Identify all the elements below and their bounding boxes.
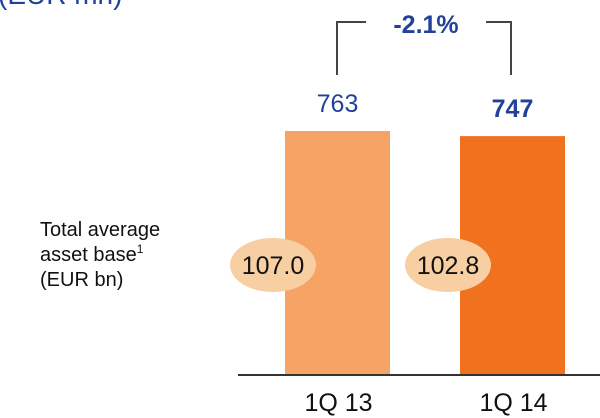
asset-base-ellipse-0	[230, 238, 316, 292]
asset-base-ellipse-1	[405, 238, 491, 292]
category-label-0: 1Q 13	[304, 389, 372, 417]
asset-base-label-line2: asset base	[40, 244, 137, 266]
asset-base-label-line1: Total average	[40, 219, 161, 241]
header-fragment: (EUR mn)	[0, 0, 122, 10]
labels: 763 107.0 1Q 13 747 102.8 1Q 14	[242, 90, 548, 417]
footnote-mark: 1	[136, 242, 144, 256]
value-label-0: 763	[317, 90, 359, 118]
category-label-1: 1Q 14	[479, 389, 547, 417]
bracket-right	[486, 21, 512, 75]
bracket-left	[336, 21, 366, 75]
asset-base-value-0: 107.0	[242, 252, 305, 280]
value-label-1: 747	[492, 95, 534, 123]
asset-base-label-line3: (EUR bn)	[40, 269, 124, 291]
asset-base-label: Total average asset base1 (EUR bn)	[40, 218, 160, 293]
asset-base-value-1: 102.8	[417, 252, 480, 280]
bars	[230, 131, 565, 375]
change-annotation: -2.1%	[393, 11, 458, 39]
change-bracket	[336, 21, 512, 75]
